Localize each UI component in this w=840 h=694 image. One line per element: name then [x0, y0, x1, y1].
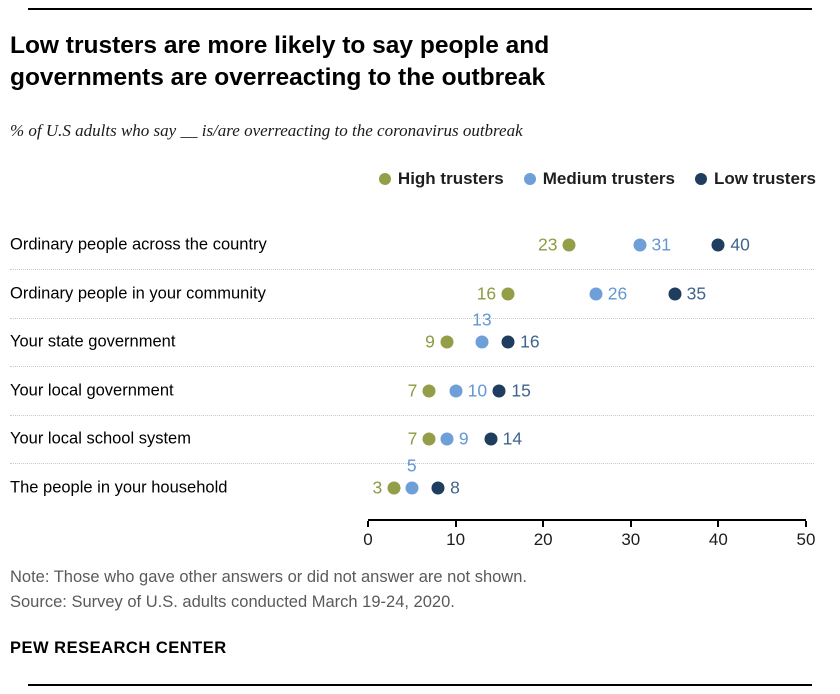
legend-dot-icon — [523, 173, 536, 185]
value-label: 14 — [502, 428, 523, 449]
category-label: Ordinary people across the country — [10, 235, 267, 254]
source-text: Source: Survey of U.S. adults conducted … — [10, 593, 455, 611]
data-dot — [422, 432, 436, 446]
data-dot — [633, 238, 647, 252]
axis-tick-label: 40 — [708, 530, 728, 549]
x-axis-line — [368, 519, 806, 521]
value-label: 7 — [407, 428, 418, 449]
data-dot — [589, 287, 603, 301]
data-dot — [484, 432, 498, 446]
legend-label: High trusters — [397, 169, 504, 188]
row-separator — [10, 415, 814, 416]
data-dot — [449, 384, 463, 398]
data-dot — [387, 481, 401, 495]
legend-label: Low trusters — [713, 169, 816, 188]
category-label: Your state government — [10, 332, 176, 351]
value-label: 13 — [472, 309, 492, 330]
axis-tick — [542, 521, 545, 527]
top-rule — [28, 8, 812, 10]
category-label: Your local government — [10, 381, 174, 400]
value-label: 9 — [458, 428, 469, 449]
value-label: 3 — [372, 477, 383, 498]
row-separator — [10, 463, 814, 464]
legend-item-high-trusters: High trusters — [378, 169, 504, 189]
chart-subtitle: % of U.S adults who say __ is/are overre… — [10, 121, 523, 140]
value-label: 26 — [607, 283, 628, 304]
data-dot — [501, 335, 515, 349]
category-label: Your local school system — [10, 429, 191, 448]
value-label: 40 — [730, 234, 750, 255]
legend: High trusters Medium trusters Low trusters — [378, 169, 816, 189]
page-title: Low trusters are more likely to say peop… — [10, 32, 550, 92]
data-dot — [562, 238, 576, 252]
value-label: 9 — [425, 331, 435, 352]
bottom-rule — [28, 684, 812, 686]
data-dot — [431, 481, 445, 495]
legend-dot-icon — [378, 173, 391, 185]
legend-label: Medium trusters — [542, 169, 675, 188]
data-dot — [440, 335, 454, 349]
axis-tick-label: 0 — [363, 530, 373, 549]
legend-item-low-trusters: Low trusters — [694, 169, 816, 189]
axis-tick — [367, 521, 369, 527]
value-label: 10 — [467, 380, 488, 401]
legend-item-medium-trusters: Medium trusters — [523, 169, 675, 189]
note-text: Note: Those who gave other answers or di… — [10, 568, 527, 586]
data-dot — [440, 432, 454, 446]
axis-tick-label: 30 — [621, 530, 641, 549]
row-separator — [10, 269, 814, 270]
data-dot — [492, 384, 506, 398]
axis-tick — [805, 521, 807, 527]
axis-tick — [629, 521, 632, 527]
data-dot — [405, 481, 419, 495]
data-dot — [668, 287, 682, 301]
data-dot — [501, 287, 515, 301]
axis-tick — [454, 521, 457, 527]
axis-tick-label: 50 — [796, 530, 816, 549]
row-separator — [10, 366, 814, 367]
value-label: 8 — [450, 477, 460, 498]
value-label: 31 — [651, 234, 672, 255]
category-label: Ordinary people in your community — [10, 284, 266, 303]
data-dot — [422, 384, 436, 398]
value-label: 16 — [476, 283, 497, 304]
axis-tick-label: 10 — [446, 530, 466, 549]
brand-footer: PEW RESEARCH CENTER — [10, 639, 227, 657]
data-dot — [711, 238, 725, 252]
value-label: 35 — [686, 283, 707, 304]
value-label: 7 — [407, 380, 418, 401]
value-label: 16 — [520, 331, 540, 352]
data-dot — [475, 335, 489, 349]
value-label: 23 — [538, 234, 558, 255]
row-separator — [10, 318, 814, 319]
value-label: 5 — [406, 455, 417, 476]
axis-tick — [717, 521, 720, 527]
legend-dot-icon — [694, 173, 707, 185]
value-label: 15 — [511, 380, 531, 401]
axis-tick-label: 20 — [533, 530, 553, 549]
category-label: The people in your household — [10, 478, 228, 497]
